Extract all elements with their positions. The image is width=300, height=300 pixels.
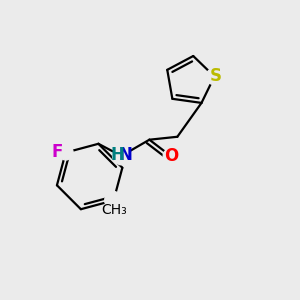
Circle shape [105, 192, 122, 209]
Circle shape [163, 148, 178, 163]
Text: F: F [51, 143, 62, 161]
Text: N: N [118, 146, 132, 164]
Circle shape [206, 68, 223, 85]
Text: H: H [111, 146, 124, 164]
Circle shape [58, 145, 73, 160]
Text: O: O [164, 147, 178, 165]
Circle shape [112, 147, 130, 165]
Text: S: S [209, 68, 221, 85]
Text: CH₃: CH₃ [101, 203, 127, 217]
